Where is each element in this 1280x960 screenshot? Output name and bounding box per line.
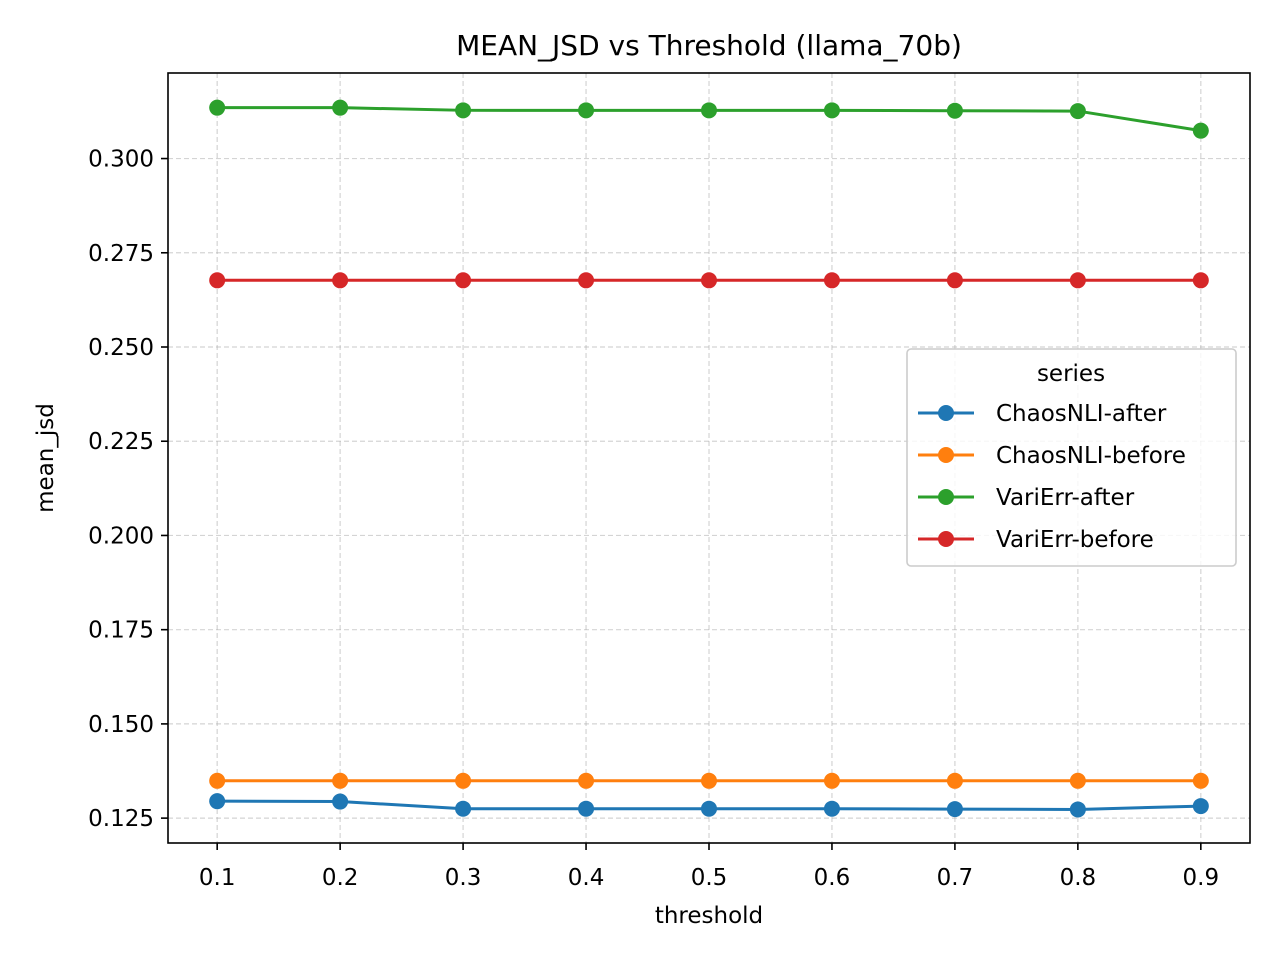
series-chaosnli-before xyxy=(209,772,1209,789)
legend-item-varierr-before: VariErr-before xyxy=(918,527,1154,553)
data-point-varierr-after xyxy=(1192,122,1209,139)
series-varierr-after xyxy=(209,99,1209,139)
legend-item-chaosnli-before: ChaosNLI-before xyxy=(918,443,1186,469)
y-tick-label: 0.175 xyxy=(88,618,154,644)
legend-title: series xyxy=(1037,361,1105,387)
data-point-chaosnli-after xyxy=(946,801,963,818)
data-point-chaosnli-before xyxy=(455,772,472,789)
x-axis-label: threshold xyxy=(655,903,763,929)
data-point-chaosnli-after xyxy=(209,793,226,810)
data-point-varierr-after xyxy=(455,102,472,119)
data-point-chaosnli-after xyxy=(701,800,717,817)
legend-marker xyxy=(938,405,954,421)
chart-title: MEAN_JSD vs Threshold (llama_70b) xyxy=(456,29,962,62)
y-tick-label: 0.250 xyxy=(88,335,154,361)
data-point-chaosnli-after xyxy=(578,800,595,817)
data-point-varierr-before xyxy=(946,272,963,289)
legend-label: VariErr-before xyxy=(996,527,1154,553)
data-point-varierr-before xyxy=(823,272,840,289)
data-point-chaosnli-before xyxy=(332,772,349,789)
data-point-varierr-after xyxy=(209,99,226,116)
legend-label: ChaosNLI-before xyxy=(996,443,1186,469)
data-point-chaosnli-before xyxy=(578,772,595,789)
data-point-chaosnli-after xyxy=(455,800,472,817)
x-tick-label: 0.2 xyxy=(322,865,359,891)
y-tick-label: 0.200 xyxy=(88,523,154,549)
data-point-varierr-after xyxy=(578,102,595,119)
y-tick-label: 0.275 xyxy=(88,241,154,267)
x-tick-label: 0.7 xyxy=(937,865,974,891)
legend-items: ChaosNLI-after ChaosNLI-before VariErr-aft… xyxy=(918,401,1186,553)
legend-marker xyxy=(938,531,954,547)
data-point-varierr-after xyxy=(1069,103,1086,120)
y-tick-label: 0.125 xyxy=(88,806,154,832)
x-tick-label: 0.5 xyxy=(691,865,728,891)
series-layer xyxy=(209,99,1209,818)
legend-marker xyxy=(938,489,954,505)
data-point-chaosnli-before xyxy=(209,772,226,789)
x-tick-label: 0.9 xyxy=(1183,865,1220,891)
x-tick-label: 0.3 xyxy=(445,865,482,891)
data-point-varierr-after xyxy=(701,102,717,119)
grid-layer xyxy=(168,73,1250,843)
x-tick-label: 0.1 xyxy=(199,865,236,891)
data-point-varierr-before xyxy=(1192,272,1209,289)
legend-box xyxy=(906,348,1237,567)
x-tick-label: 0.8 xyxy=(1060,865,1097,891)
legend-item-varierr-after: VariErr-after xyxy=(918,485,1135,511)
legend-label: ChaosNLI-after xyxy=(996,401,1167,427)
y-tick-label: 0.225 xyxy=(88,429,154,455)
tick-layer: 0.1 0.2 0.3 0.4 0.5 0.6 0.7 0.8 0.9 0.125 0.150 0.1… xyxy=(88,147,1219,891)
legend: series ChaosNLI-after ChaosNLI-before Vari… xyxy=(906,348,1237,567)
data-point-chaosnli-before xyxy=(946,772,963,789)
x-tick-label: 0.4 xyxy=(568,865,605,891)
data-point-varierr-after xyxy=(332,99,349,116)
y-tick-label: 0.300 xyxy=(88,147,154,173)
data-point-chaosnli-after xyxy=(332,793,349,810)
data-point-varierr-before xyxy=(209,272,226,289)
x-tick-label: 0.6 xyxy=(814,865,851,891)
legend-label: VariErr-after xyxy=(996,485,1135,511)
legend-marker xyxy=(938,447,954,463)
data-point-varierr-before xyxy=(1069,272,1086,289)
data-point-chaosnli-after xyxy=(1192,798,1209,815)
data-point-varierr-before xyxy=(332,272,349,289)
data-point-varierr-after xyxy=(823,102,840,119)
data-point-chaosnli-before xyxy=(701,772,717,789)
y-tick-label: 0.150 xyxy=(88,712,154,738)
data-point-chaosnli-before xyxy=(1192,772,1209,789)
data-point-varierr-before xyxy=(578,272,595,289)
data-point-chaosnli-after xyxy=(823,800,840,817)
series-chaosnli-after xyxy=(209,793,1209,818)
legend-item-chaosnli-after: ChaosNLI-after xyxy=(918,401,1167,427)
y-axis-label: mean_jsd xyxy=(33,403,59,513)
data-point-varierr-before xyxy=(455,272,472,289)
data-point-varierr-before xyxy=(701,272,717,289)
data-point-chaosnli-after xyxy=(1069,801,1086,818)
data-point-varierr-after xyxy=(946,102,963,119)
data-point-chaosnli-before xyxy=(1069,772,1086,789)
series-varierr-before xyxy=(209,272,1209,289)
data-point-chaosnli-before xyxy=(823,772,840,789)
